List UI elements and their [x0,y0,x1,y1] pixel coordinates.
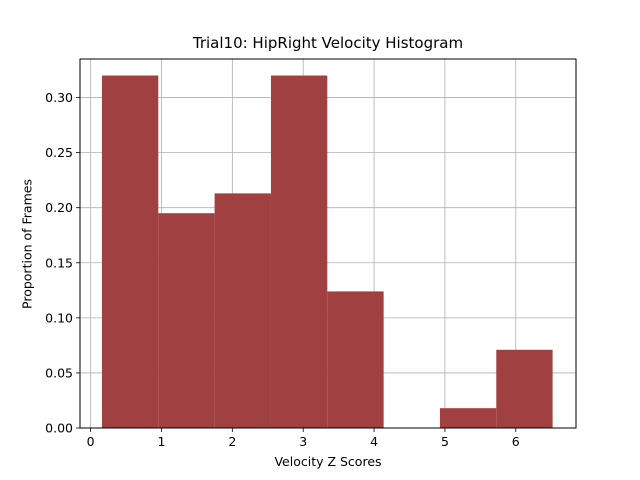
histogram-bar-1 [158,213,215,428]
x-tick-label-3: 3 [299,434,307,449]
y-tick-label-1: 0.05 [45,365,73,380]
x-tick-label-1: 1 [158,434,166,449]
y-tick-label-6: 0.30 [45,90,73,105]
histogram-bar-3 [270,75,328,428]
y-axis-label: Proportion of Frames [19,179,35,309]
histogram-bar-6 [439,408,497,428]
x-axis-label: Velocity Z Scores [274,454,382,469]
axis-ticks: 0 1 2 3 4 5 6 0.00 0.05 0.10 0.15 0.20 0.25 0.30 [45,90,520,449]
y-tick-label-2: 0.10 [45,310,73,325]
y-tick-label-0: 0.00 [45,421,73,436]
plot-area-frame [79,58,577,429]
histogram-bar-4 [327,291,384,428]
y-tick-label-3: 0.15 [45,255,73,270]
x-tick-label-6: 6 [512,434,520,449]
x-tick-label-5: 5 [441,434,449,449]
x-tick-label-4: 4 [370,434,378,449]
histogram-bars [101,75,553,428]
chart-title: Trial10: HipRight Velocity Histogram [192,34,464,52]
histogram-bar-7 [496,349,553,428]
y-tick-label-4: 0.20 [45,200,73,215]
histogram-bar-2 [214,193,271,428]
x-tick-label-0: 0 [87,434,95,449]
y-tick-label-5: 0.25 [45,145,73,160]
x-tick-label-2: 2 [228,434,236,449]
histogram-bar-0 [101,75,159,428]
